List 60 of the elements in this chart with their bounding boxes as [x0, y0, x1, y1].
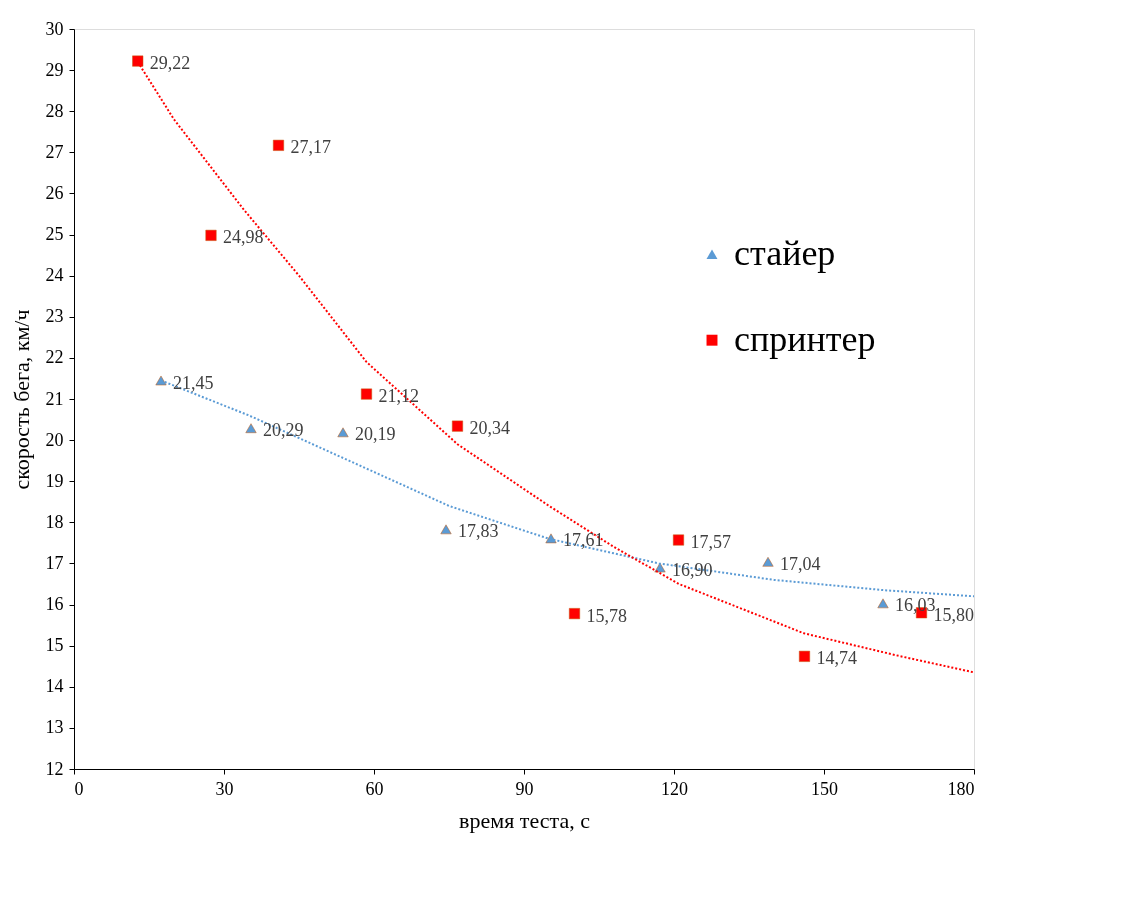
point: [132, 55, 144, 67]
y-tick-label: 29: [45, 59, 64, 80]
y-tick-label: 28: [45, 100, 64, 121]
point: [205, 229, 217, 241]
y-tick-label: 23: [45, 306, 64, 327]
x-tick-label: 180: [947, 778, 975, 799]
x-tick-label: 60: [365, 778, 384, 799]
legend-label: стайер: [734, 233, 836, 274]
y-tick-label: 20: [45, 429, 64, 450]
point: [245, 423, 257, 433]
data-label: 29,22: [149, 53, 191, 74]
data-label: 16,03: [895, 595, 936, 616]
data-label: 15,78: [586, 605, 627, 626]
point: [654, 562, 666, 573]
x-tick-label: 90: [515, 778, 534, 799]
y-tick-label: 12: [45, 758, 64, 779]
data-label: 16,90: [672, 559, 713, 580]
x-tick-label: 150: [811, 778, 838, 799]
point: [155, 375, 167, 386]
x-axis-title: время теста, с: [459, 807, 591, 833]
point: [361, 388, 372, 400]
data-label: 17,04: [780, 553, 821, 574]
data-label: 20,34: [469, 418, 510, 439]
y-tick-label: 26: [45, 182, 64, 203]
data-label: 20,19: [355, 424, 396, 445]
y-tick-label: 19: [45, 470, 64, 491]
data-label: 24,98: [223, 227, 264, 248]
x-tick-label: 30: [215, 778, 234, 799]
point: [440, 524, 452, 535]
point: [545, 533, 557, 544]
y-tick-label: 14: [45, 676, 64, 697]
y-tick-label: 17: [45, 552, 64, 573]
point: [569, 608, 580, 620]
y-tick-label: 27: [45, 141, 64, 162]
data-label: 14,74: [816, 648, 857, 669]
data-label: 17,57: [690, 532, 731, 553]
y-tick-label: 13: [45, 717, 64, 738]
y-tick-label: 22: [45, 347, 64, 368]
y-tick-label: 15: [45, 635, 64, 656]
legend-label: спринтер: [734, 319, 876, 360]
y-axis-title: скорость бега, км/ч: [8, 309, 34, 490]
point: [452, 420, 463, 432]
data-label: 27,17: [290, 137, 331, 158]
point: [673, 534, 684, 546]
x-tick-label: 0: [74, 778, 84, 799]
point: [762, 557, 774, 567]
point: [273, 139, 284, 151]
y-tick-label: 30: [45, 18, 64, 39]
point: [799, 650, 810, 662]
x-tick-label: 120: [661, 778, 688, 799]
data-label: 17,83: [458, 521, 499, 542]
y-tick-label: 16: [45, 594, 64, 615]
data-label: 17,61: [563, 530, 604, 551]
data-label: 21,45: [173, 372, 214, 393]
y-tick-label: 24: [45, 265, 64, 286]
y-tick-label: 25: [45, 224, 64, 245]
point: [337, 427, 349, 438]
y-tick-label: 18: [45, 511, 64, 532]
point: [877, 598, 889, 609]
y-tick-label: 21: [45, 388, 64, 409]
